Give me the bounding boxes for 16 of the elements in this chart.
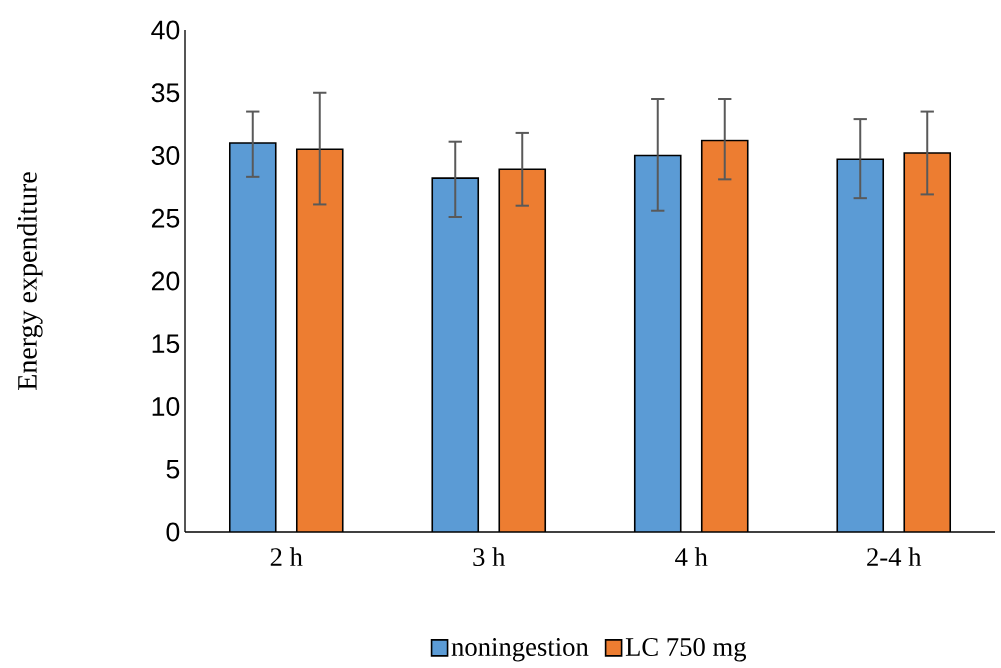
y-tick-label: 30 — [151, 146, 180, 165]
legend-label: noningestion — [451, 638, 589, 662]
x-tick-label: 2-4 h — [867, 547, 922, 566]
legend-label: LC 750 mg — [625, 637, 747, 662]
y-tick-label: 10 — [152, 397, 180, 416]
x-tick-label: 4 h — [675, 547, 708, 566]
y-tick-label: 25 — [151, 208, 180, 228]
x-tick-label: 2 h — [270, 547, 303, 566]
y-tick-label: 0 — [166, 522, 180, 542]
y-tick-label: 5 — [166, 459, 180, 479]
y-axis-title: Energy expenditure — [17, 172, 43, 390]
y-tick-label: 15 — [152, 334, 180, 354]
y-tick-label: 40 — [151, 20, 180, 40]
x-tick-label: 3 h — [473, 547, 506, 567]
y-tick-label: 20 — [151, 271, 180, 291]
y-tick-label: 35 — [151, 83, 180, 103]
